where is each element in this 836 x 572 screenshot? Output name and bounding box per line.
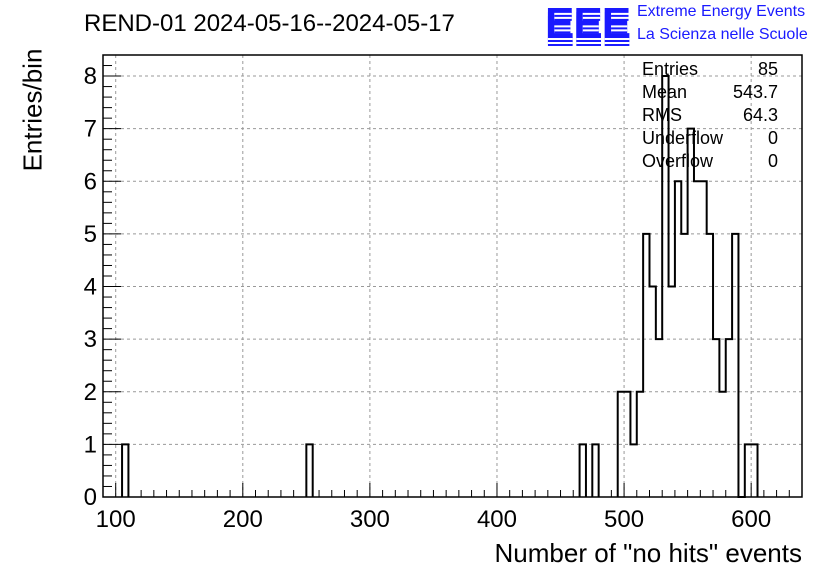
stat-value: 0 — [767, 128, 778, 148]
y-tick-label: 3 — [84, 326, 97, 353]
stat-row-entries: Entries 85 — [640, 58, 780, 81]
x-tick-label: 500 — [604, 506, 644, 533]
x-axis-label: Number of "no hits" events — [494, 538, 803, 568]
stat-row-mean: Mean 543.7 — [640, 81, 780, 104]
stat-value: 64.3 — [742, 105, 778, 125]
stats-box: Entries 85 Mean 543.7 RMS 64.3 Underflow… — [640, 58, 780, 173]
stat-label: RMS — [642, 105, 682, 125]
stat-label: Entries — [642, 59, 699, 79]
histogram-bin — [630, 444, 636, 497]
stat-label: Mean — [642, 82, 688, 102]
stat-label: Underflow — [642, 128, 724, 148]
stat-value: 543.7 — [732, 82, 778, 102]
y-tick-label: 8 — [84, 63, 97, 90]
logo-text-line1: Extreme Energy Events — [637, 3, 806, 20]
logo-text-line2: La Scienza nelle Scuole — [637, 26, 808, 43]
histogram-outline — [121, 75, 759, 498]
y-tick-label: 6 — [84, 168, 97, 195]
x-tick-label: 400 — [477, 506, 517, 533]
eee-logo-mark: EEE — [545, 0, 631, 48]
stat-row-underflow: Underflow 0 — [640, 127, 780, 150]
stat-row-rms: RMS 64.3 — [640, 104, 780, 127]
x-tick-label: 100 — [96, 506, 136, 533]
y-tick-label: 2 — [84, 379, 97, 406]
y-tick-label: 7 — [84, 116, 97, 143]
y-tick-label: 1 — [84, 431, 97, 458]
stat-label: Overflow — [642, 151, 714, 171]
chart-title: REND-01 2024-05-16--2024-05-17 — [84, 10, 455, 37]
y-tick-label: 5 — [84, 221, 97, 248]
stat-row-overflow: Overflow 0 — [640, 150, 780, 173]
stat-value: 0 — [767, 151, 778, 171]
y-tick-label: 0 — [84, 484, 97, 511]
x-tick-label: 600 — [731, 506, 771, 533]
histogram-bin — [656, 339, 662, 497]
histogram-bin — [681, 234, 687, 497]
x-tick-label: 200 — [223, 506, 263, 533]
eee-logo: EEE Extreme Energy Events La Scienza nel… — [545, 2, 835, 48]
y-tick-label: 4 — [84, 274, 97, 301]
stat-value: 85 — [757, 59, 778, 79]
x-tick-label: 300 — [350, 506, 390, 533]
